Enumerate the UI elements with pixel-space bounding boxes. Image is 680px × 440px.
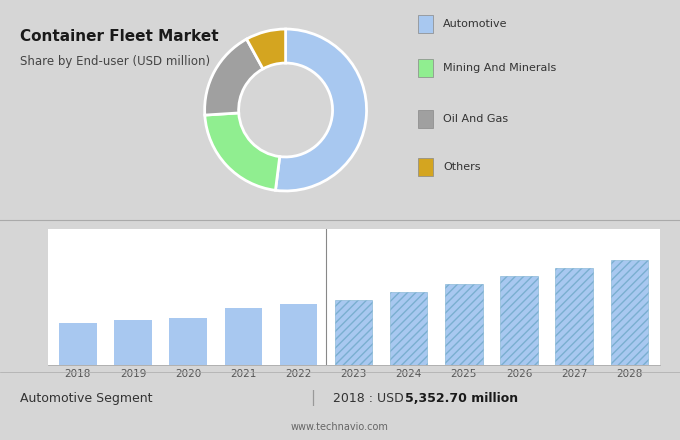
Bar xyxy=(169,318,207,365)
Text: Mining And Minerals: Mining And Minerals xyxy=(443,63,557,73)
Text: Container Fleet Market: Container Fleet Market xyxy=(20,29,219,44)
Bar xyxy=(445,284,483,365)
Bar xyxy=(611,260,648,365)
Bar xyxy=(500,276,538,365)
Text: Share by End-user (USD million): Share by End-user (USD million) xyxy=(20,55,211,68)
Bar xyxy=(279,304,317,365)
Text: Others: Others xyxy=(443,162,481,172)
Bar xyxy=(224,308,262,365)
Text: www.technavio.com: www.technavio.com xyxy=(291,422,389,432)
Wedge shape xyxy=(275,29,367,191)
Bar xyxy=(335,300,373,365)
Bar xyxy=(556,268,593,365)
Wedge shape xyxy=(205,39,263,115)
Text: Automotive: Automotive xyxy=(443,19,508,29)
Text: Automotive Segment: Automotive Segment xyxy=(20,392,153,405)
Bar xyxy=(114,320,152,365)
Text: |: | xyxy=(310,390,316,406)
Bar xyxy=(59,323,97,365)
Wedge shape xyxy=(205,113,279,191)
Bar xyxy=(390,292,428,365)
Text: 2018 : USD: 2018 : USD xyxy=(333,392,408,405)
Wedge shape xyxy=(247,29,286,69)
Text: Oil And Gas: Oil And Gas xyxy=(443,114,509,124)
Text: 5,352.70 million: 5,352.70 million xyxy=(405,392,517,405)
